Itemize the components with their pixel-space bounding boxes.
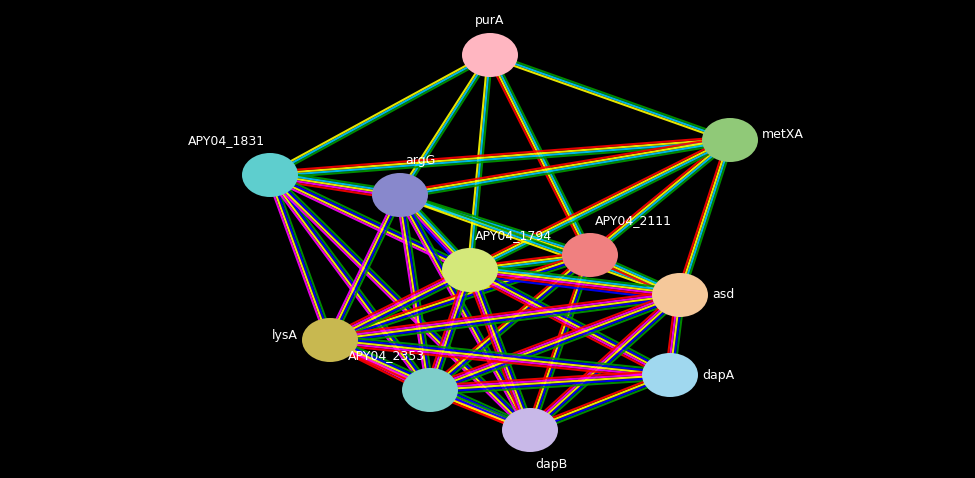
Ellipse shape [502, 408, 558, 452]
Text: metXA: metXA [762, 129, 803, 141]
Ellipse shape [462, 33, 518, 77]
Text: asd: asd [712, 289, 734, 302]
Ellipse shape [402, 368, 458, 412]
Text: dapB: dapB [535, 458, 567, 471]
Text: APY04_1794: APY04_1794 [475, 229, 552, 242]
Text: APY04_2353: APY04_2353 [348, 349, 425, 362]
Ellipse shape [642, 353, 698, 397]
Ellipse shape [372, 173, 428, 217]
Text: APY04_2111: APY04_2111 [595, 214, 672, 227]
Ellipse shape [302, 318, 358, 362]
Text: lysA: lysA [272, 328, 298, 341]
Text: argG: argG [405, 154, 436, 167]
Text: APY04_1831: APY04_1831 [188, 134, 265, 147]
Ellipse shape [562, 233, 618, 277]
Ellipse shape [242, 153, 298, 197]
Ellipse shape [702, 118, 758, 162]
Text: dapA: dapA [702, 369, 734, 381]
Text: purA: purA [476, 14, 505, 27]
Ellipse shape [652, 273, 708, 317]
Ellipse shape [442, 248, 498, 292]
